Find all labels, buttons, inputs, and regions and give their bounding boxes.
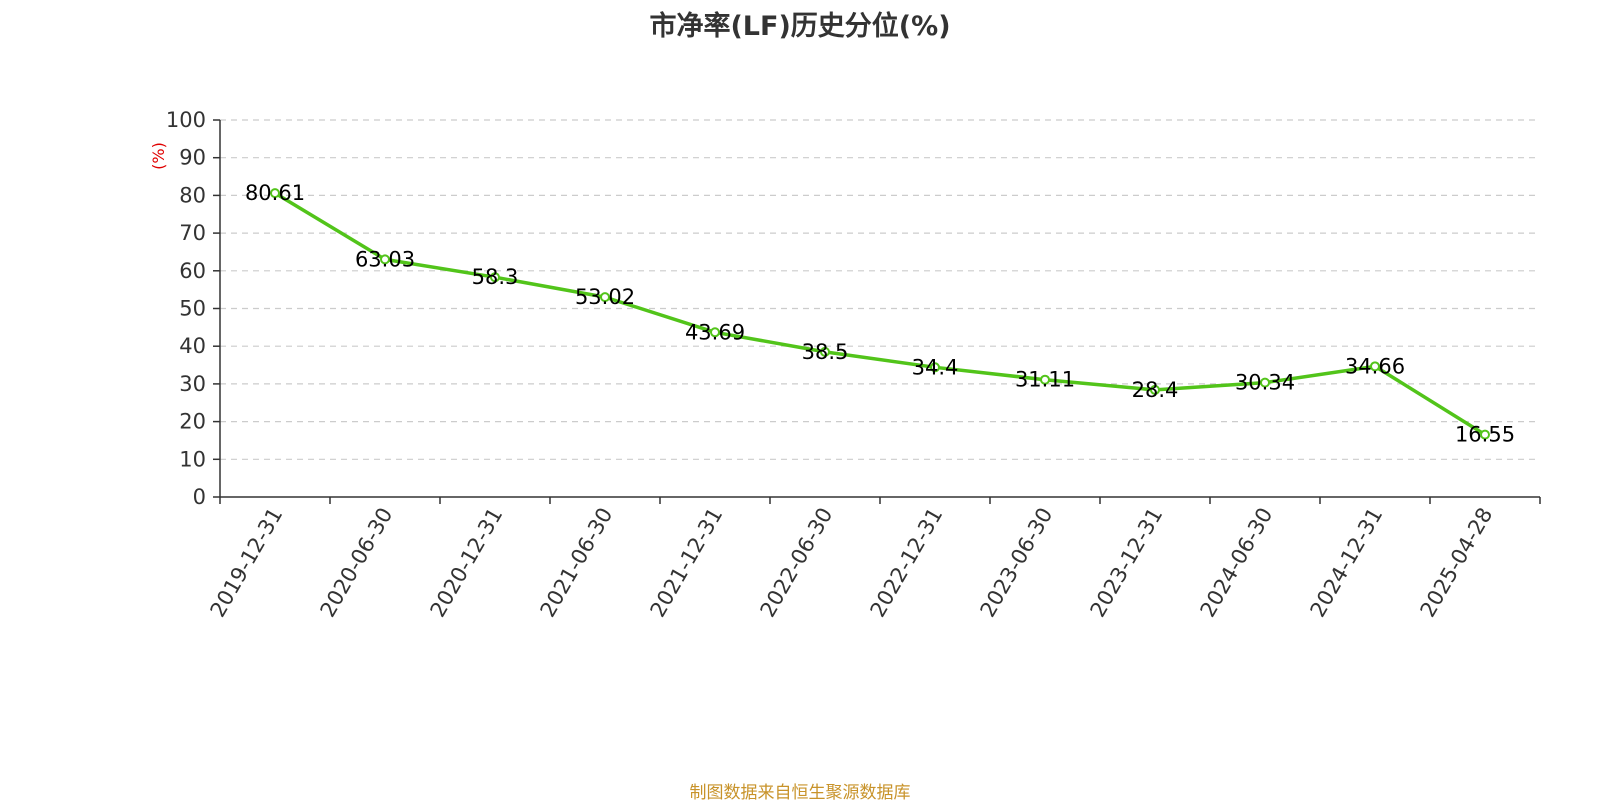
data-point [490, 272, 500, 283]
data-point [270, 188, 280, 199]
x-tick-label: 2023-06-30 [976, 504, 1058, 622]
y-tick-label: 100 [166, 108, 206, 132]
data-label: 63.03 [355, 247, 415, 271]
data-label: 58.3 [472, 265, 519, 289]
data-point [1040, 374, 1050, 385]
data-point [1150, 384, 1160, 395]
y-tick-label: 90 [179, 146, 206, 170]
data-label: 80.61 [245, 181, 305, 205]
x-tick-label: 2021-12-31 [646, 504, 728, 622]
data-label: 38.5 [802, 340, 849, 364]
x-tick-label: 2020-06-30 [316, 504, 398, 622]
data-point [710, 327, 720, 338]
x-tick-label: 2025-04-28 [1416, 504, 1498, 622]
y-axis-unit-label: (%) [149, 142, 168, 170]
data-point [930, 362, 940, 373]
data-label: 31.11 [1015, 368, 1075, 392]
chart-title: 市净率(LF)历史分位(%) [649, 11, 951, 42]
data-point [1480, 429, 1490, 440]
y-tick-label: 40 [179, 334, 206, 358]
series-line [270, 188, 1490, 440]
data-label: 30.34 [1235, 371, 1295, 395]
grid-lines [220, 119, 1540, 460]
data-point [1260, 377, 1270, 388]
data-label: 43.69 [685, 320, 745, 344]
y-tick-label: 80 [179, 183, 206, 207]
source-note: 制图数据来自恒生聚源数据库 [689, 783, 911, 803]
data-label: 53.02 [575, 285, 635, 309]
y-tick-label: 20 [179, 410, 206, 434]
data-label: 34.4 [912, 355, 959, 379]
x-tick-label: 2020-12-31 [426, 504, 508, 622]
x-tick-label: 2021-06-30 [536, 504, 618, 622]
y-tick-label: 0 [193, 485, 206, 509]
data-labels: 80.61 63.03 58.3 53.02 43.69 38.5 34.4 31.11 28.… [245, 181, 1515, 447]
axes [213, 119, 1541, 504]
y-tick-labels: 0 10 20 30 40 50 60 70 80 90 100 [166, 108, 206, 509]
x-tick-label: 2024-06-30 [1196, 504, 1278, 622]
data-label: 28.4 [1132, 378, 1179, 402]
x-tick-label: 2019-12-31 [206, 504, 288, 622]
x-tick-labels: 2019-12-31 2020-06-30 2020-12-31 2021-06-30… [206, 504, 1498, 622]
series-line [274, 191, 1486, 437]
y-tick-label: 50 [179, 297, 206, 321]
x-tick-label: 2022-06-30 [756, 504, 838, 622]
y-tick-label: 30 [179, 372, 206, 396]
data-point [1370, 361, 1380, 372]
y-tick-label: 10 [179, 447, 206, 471]
data-point [380, 254, 390, 265]
y-tick-label: 70 [179, 221, 206, 245]
y-tick-label: 60 [179, 259, 206, 283]
data-point [820, 346, 830, 357]
data-label: 34.66 [1345, 354, 1405, 378]
data-label: 16.55 [1455, 423, 1515, 447]
data-point [600, 292, 610, 303]
x-tick-label: 2022-12-31 [866, 504, 948, 622]
x-tick-label: 2023-12-31 [1086, 504, 1168, 622]
x-tick-label: 2024-12-31 [1306, 504, 1388, 622]
